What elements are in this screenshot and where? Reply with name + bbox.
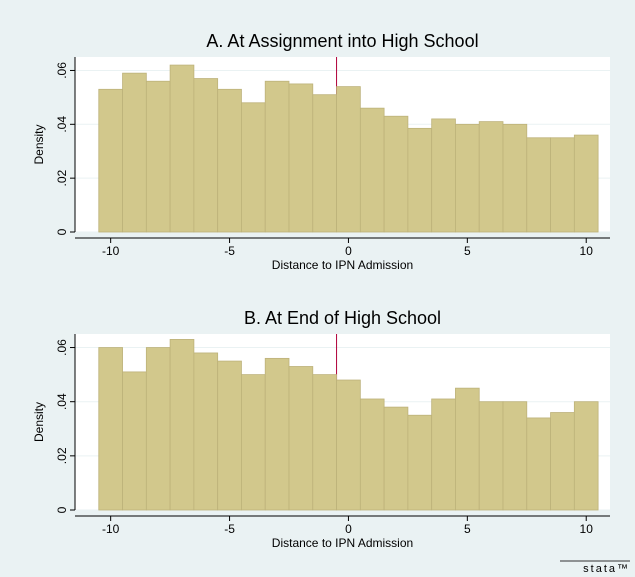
bar <box>502 123 528 233</box>
bar <box>288 366 314 511</box>
bar <box>455 387 480 511</box>
x-tick-label: 10 <box>580 244 594 258</box>
y-tick-label: .02 <box>55 447 69 464</box>
bar <box>478 121 504 233</box>
bar <box>193 352 219 511</box>
bar <box>336 86 361 233</box>
bar <box>217 88 242 233</box>
bar <box>241 102 266 233</box>
bar <box>550 137 575 233</box>
bar <box>122 371 147 511</box>
bar <box>98 88 123 233</box>
bar <box>169 339 195 511</box>
bar <box>145 347 171 511</box>
bar <box>550 412 575 511</box>
bar <box>169 64 195 233</box>
bar <box>526 417 551 511</box>
x-tick-label: -10 <box>102 244 120 258</box>
bar <box>336 379 361 511</box>
x-tick-label: 0 <box>345 522 352 536</box>
bar <box>526 137 551 233</box>
bar <box>455 123 480 233</box>
y-tick-label: .04 <box>55 393 69 410</box>
bar <box>407 127 433 233</box>
x-axis-label: Distance to IPN Admission <box>272 258 413 272</box>
bar <box>312 94 337 233</box>
y-axis-label: Density <box>32 124 46 164</box>
bar <box>98 347 123 511</box>
bar <box>502 401 528 511</box>
bar <box>573 401 599 511</box>
bar <box>359 107 385 233</box>
y-axis-label: Density <box>32 402 46 442</box>
bar <box>383 406 409 511</box>
y-tick-label: .02 <box>55 169 69 186</box>
y-tick-label: 0 <box>55 228 69 235</box>
x-tick-label: -5 <box>224 244 235 258</box>
x-tick-label: -10 <box>102 522 120 536</box>
bar <box>431 118 456 233</box>
y-tick-label: .04 <box>55 116 69 133</box>
logo: stata™ <box>583 563 630 575</box>
x-tick-label: 10 <box>580 522 594 536</box>
chart-title: A. At Assignment into High School <box>206 31 478 51</box>
bar <box>478 401 504 511</box>
bar <box>217 360 242 511</box>
bar <box>264 357 290 511</box>
bar <box>312 374 337 511</box>
bar <box>145 80 171 233</box>
bar <box>383 115 409 233</box>
y-tick-label: 0 <box>55 506 69 513</box>
bar <box>241 374 266 511</box>
bar <box>288 83 314 233</box>
bar <box>122 72 147 233</box>
bar <box>264 80 290 233</box>
bar <box>431 398 456 511</box>
x-tick-label: 5 <box>464 244 471 258</box>
x-tick-label: 5 <box>464 522 471 536</box>
bar <box>193 78 219 233</box>
x-tick-label: -5 <box>224 522 235 536</box>
x-tick-label: 0 <box>345 244 352 258</box>
bar <box>573 134 599 233</box>
x-axis-label: Distance to IPN Admission <box>272 536 413 550</box>
bar <box>407 414 433 511</box>
bar <box>359 398 385 511</box>
y-tick-label: .06 <box>55 62 69 79</box>
y-tick-label: .06 <box>55 339 69 356</box>
chart-title: B. At End of High School <box>244 308 441 328</box>
